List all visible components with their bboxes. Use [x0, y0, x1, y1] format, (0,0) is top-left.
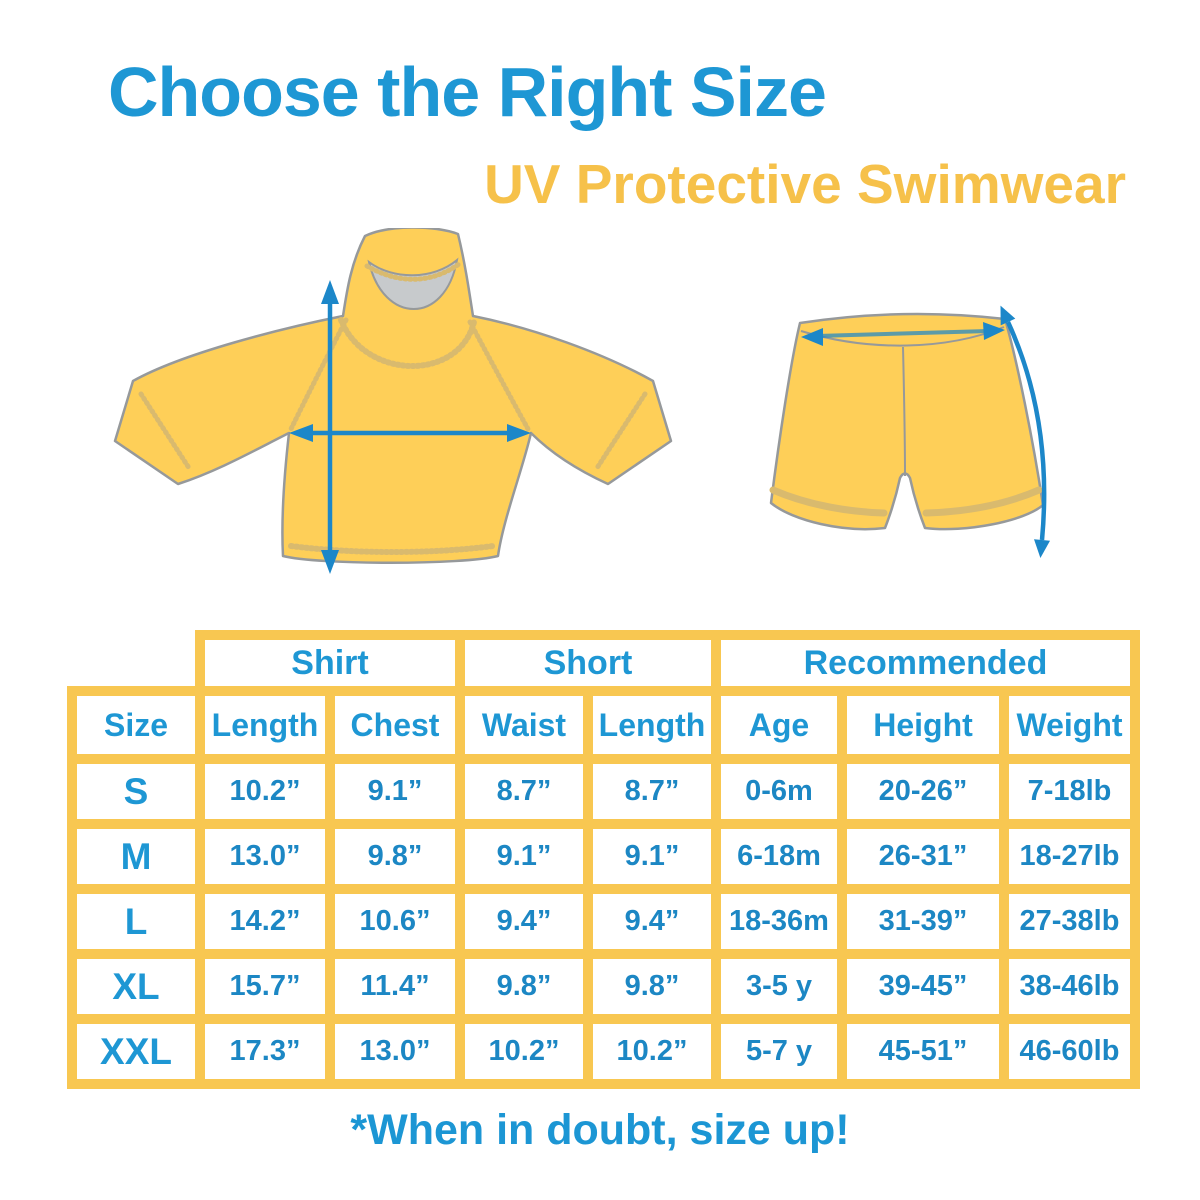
table-cell: 3-5 y	[721, 959, 837, 1014]
table-cell: 13.0”	[205, 829, 325, 884]
shorts-waist-arrow	[801, 322, 1005, 346]
size-label-xxl: XXL	[77, 1024, 195, 1079]
group-header-short: Short	[465, 640, 711, 686]
group-header-shirt: Shirt	[205, 640, 455, 686]
table-cell: 9.8”	[465, 959, 583, 1014]
group-header-recommended: Recommended	[721, 640, 1130, 686]
table-cell: 0-6m	[721, 764, 837, 819]
shirt-length-arrow	[321, 280, 339, 574]
table-cell: 45-51”	[847, 1024, 999, 1079]
column-header-shirt-length: Length	[205, 696, 325, 754]
shorts-length-arrow	[1000, 305, 1050, 558]
table-cell: 6-18m	[721, 829, 837, 884]
table-cell: 27-38lb	[1009, 894, 1130, 949]
column-header-weight: Weight	[1009, 696, 1130, 754]
table-cell: 5-7 y	[721, 1024, 837, 1079]
footnote: *When in doubt, size up!	[350, 1106, 850, 1154]
table-cell: 8.7”	[593, 764, 711, 819]
rash-guard-shirt-illustration	[113, 228, 673, 574]
column-header-height: Height	[847, 696, 999, 754]
table-cell: 9.4”	[593, 894, 711, 949]
table-cell: 10.6”	[335, 894, 455, 949]
table-cell: 9.1”	[593, 829, 711, 884]
table-cell: 9.8”	[335, 829, 455, 884]
size-label-xl: XL	[77, 959, 195, 1014]
table-cell: 46-60lb	[1009, 1024, 1130, 1079]
table-cell: 9.4”	[465, 894, 583, 949]
page-subtitle: UV Protective Swimwear	[484, 153, 1126, 215]
table-cell: 20-26”	[847, 764, 999, 819]
table-cell: 10.2”	[593, 1024, 711, 1079]
column-header-age: Age	[721, 696, 837, 754]
table-cell: 13.0”	[335, 1024, 455, 1079]
table-cell: 14.2”	[205, 894, 325, 949]
table-cell: 11.4”	[335, 959, 455, 1014]
shirt-drawing	[113, 228, 673, 564]
column-header-size: Size	[77, 696, 195, 754]
size-table: Shirt Short Recommended Size Length Ches…	[67, 630, 1140, 1089]
column-header-chest: Chest	[335, 696, 455, 754]
table-cell: 10.2”	[465, 1024, 583, 1079]
table-grid: Size Length Chest Waist Length Age Heigh…	[67, 686, 1140, 1089]
column-header-waist: Waist	[465, 696, 583, 754]
table-cell: 8.7”	[465, 764, 583, 819]
table-cell: 9.1”	[465, 829, 583, 884]
column-header-short-length: Length	[593, 696, 711, 754]
table-cell: 31-39”	[847, 894, 999, 949]
table-cell: 15.7”	[205, 959, 325, 1014]
swim-shorts-illustration	[769, 305, 1050, 558]
table-cell: 38-46lb	[1009, 959, 1130, 1014]
size-label-l: L	[77, 894, 195, 949]
size-label-m: M	[77, 829, 195, 884]
shorts-drawing	[769, 312, 1045, 531]
table-cell: 17.3”	[205, 1024, 325, 1079]
table-cell: 9.1”	[335, 764, 455, 819]
table-cell: 10.2”	[205, 764, 325, 819]
table-cell: 18-27lb	[1009, 829, 1130, 884]
table-cell: 7-18lb	[1009, 764, 1130, 819]
shirt-chest-arrow	[289, 424, 531, 442]
table-cell: 18-36m	[721, 894, 837, 949]
size-label-s: S	[77, 764, 195, 819]
table-cell: 9.8”	[593, 959, 711, 1014]
table-cell: 39-45”	[847, 959, 999, 1014]
page-title: Choose the Right Size	[108, 53, 827, 131]
table-cell: 26-31”	[847, 829, 999, 884]
table-group-header-row: Shirt Short Recommended	[195, 630, 1140, 686]
